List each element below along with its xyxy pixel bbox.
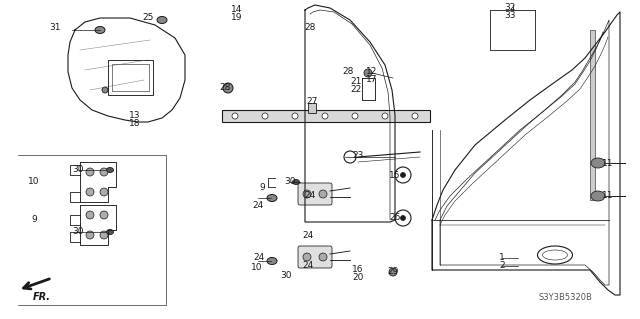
Ellipse shape (95, 26, 105, 33)
Circle shape (319, 253, 327, 261)
Circle shape (100, 231, 108, 239)
Text: 11: 11 (602, 160, 614, 168)
Text: 16: 16 (352, 265, 364, 275)
Text: 29: 29 (387, 268, 399, 277)
Bar (308, 103, 316, 113)
Circle shape (232, 113, 238, 119)
Text: 30: 30 (72, 166, 84, 174)
Ellipse shape (157, 17, 167, 24)
Text: 24: 24 (253, 254, 264, 263)
Ellipse shape (106, 167, 113, 173)
Text: 22: 22 (350, 85, 362, 94)
Text: 10: 10 (28, 177, 40, 187)
Ellipse shape (538, 246, 573, 264)
Text: 14: 14 (231, 5, 243, 14)
Text: 25: 25 (142, 13, 154, 23)
FancyBboxPatch shape (298, 183, 332, 205)
Text: 18: 18 (129, 118, 141, 128)
Circle shape (395, 210, 411, 226)
Text: 11: 11 (602, 191, 614, 201)
Text: 12: 12 (366, 68, 378, 77)
Text: 28: 28 (304, 23, 316, 32)
Text: 28: 28 (220, 84, 230, 93)
Circle shape (86, 231, 94, 239)
Bar (222, 110, 430, 122)
Text: S3Y3B5320B: S3Y3B5320B (538, 293, 592, 302)
Text: 28: 28 (342, 68, 354, 77)
Text: 9: 9 (259, 183, 265, 192)
Circle shape (303, 190, 311, 198)
Circle shape (395, 167, 411, 183)
Circle shape (364, 69, 372, 77)
Text: 27: 27 (307, 98, 317, 107)
Text: 33: 33 (504, 11, 516, 20)
Text: 32: 32 (504, 4, 516, 12)
Text: 30: 30 (284, 177, 296, 187)
Text: 21: 21 (350, 78, 362, 86)
Circle shape (86, 168, 94, 176)
Circle shape (389, 268, 397, 276)
Text: 1: 1 (499, 254, 505, 263)
Ellipse shape (292, 180, 300, 184)
Circle shape (86, 188, 94, 196)
Bar (108, 60, 153, 95)
Circle shape (382, 113, 388, 119)
Circle shape (401, 216, 406, 220)
Circle shape (303, 253, 311, 261)
Text: 26: 26 (389, 213, 401, 222)
Text: 2: 2 (499, 262, 505, 271)
Polygon shape (590, 30, 595, 200)
FancyBboxPatch shape (298, 246, 332, 268)
Text: 24: 24 (252, 201, 264, 210)
Ellipse shape (591, 191, 605, 201)
Circle shape (412, 113, 418, 119)
Text: 20: 20 (352, 273, 364, 283)
Circle shape (352, 113, 358, 119)
Circle shape (86, 211, 94, 219)
Text: 19: 19 (231, 13, 243, 23)
Ellipse shape (591, 158, 605, 168)
Text: 10: 10 (252, 263, 263, 272)
Bar (112, 64, 149, 91)
Text: 17: 17 (366, 76, 378, 85)
Circle shape (344, 151, 356, 163)
Text: 23: 23 (352, 151, 364, 160)
Circle shape (100, 188, 108, 196)
Text: 13: 13 (129, 110, 141, 120)
Ellipse shape (106, 229, 113, 234)
Text: FR.: FR. (33, 292, 51, 302)
Circle shape (100, 168, 108, 176)
Circle shape (322, 113, 328, 119)
Text: 30: 30 (72, 227, 84, 236)
Text: 24: 24 (305, 190, 316, 199)
Text: 9: 9 (31, 216, 37, 225)
Text: 15: 15 (389, 170, 401, 180)
Text: 24: 24 (302, 231, 314, 240)
Circle shape (223, 83, 233, 93)
Text: 31: 31 (49, 24, 61, 33)
Circle shape (102, 87, 108, 93)
Ellipse shape (267, 195, 277, 202)
Circle shape (292, 113, 298, 119)
Text: 24: 24 (302, 261, 314, 270)
Ellipse shape (267, 257, 277, 264)
Circle shape (262, 113, 268, 119)
Circle shape (319, 190, 327, 198)
Circle shape (401, 173, 406, 177)
Text: 30: 30 (280, 271, 292, 280)
Circle shape (100, 211, 108, 219)
